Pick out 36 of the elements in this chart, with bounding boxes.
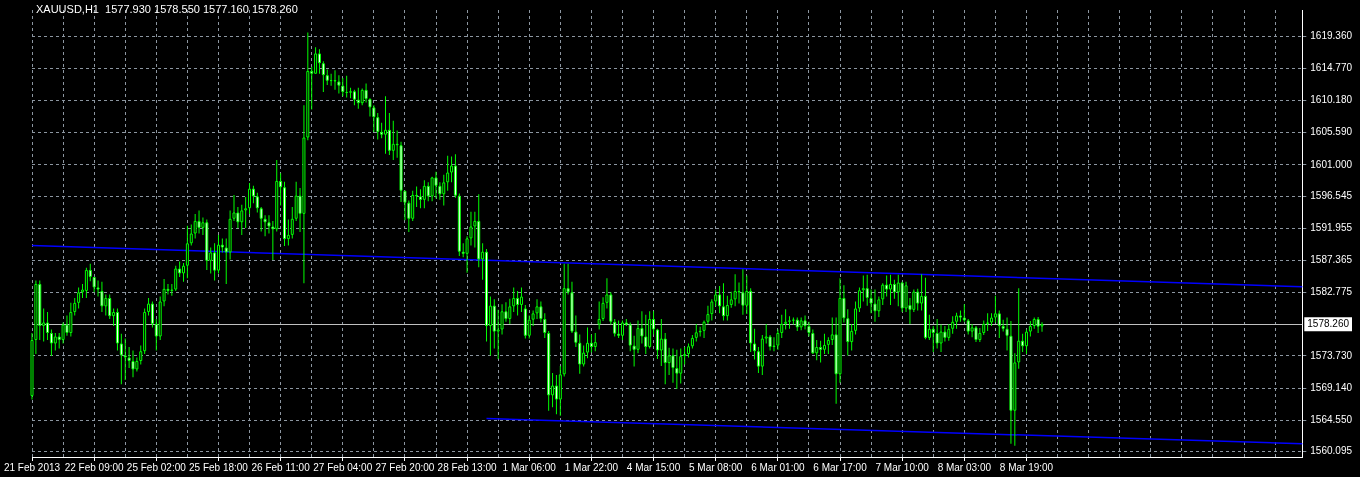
y-tick-label: 1610.180	[1310, 94, 1353, 106]
x-tick-label: 27 Feb 20:00	[375, 461, 435, 473]
y-tick-label: 1605.590	[1310, 126, 1353, 138]
y-tick-label: 1573.730	[1310, 349, 1353, 361]
x-tick-label: 7 Mar 10:00	[875, 461, 930, 473]
y-tick-label: 1587.365	[1310, 254, 1353, 266]
y-tick-label: 1614.770	[1310, 62, 1353, 74]
x-tick-label: 8 Mar 19:00	[999, 461, 1054, 473]
y-tick-label: 1569.140	[1310, 381, 1353, 393]
candlestick	[333, 70, 337, 90]
y-tick-label: 1591.955	[1310, 221, 1353, 233]
x-tick-label: 21 Feb 2013	[3, 461, 61, 473]
x-tick-label: 26 Feb 11:00	[251, 461, 311, 473]
x-tick-label: 6 Mar 17:00	[813, 461, 868, 473]
x-tick-label: 1 Mar 22:00	[564, 461, 619, 473]
x-tick-label: 27 Feb 04:00	[313, 461, 373, 473]
y-tick-label: 1582.775	[1310, 286, 1353, 298]
candlestick	[244, 197, 248, 228]
x-tick-label: 28 Feb 13:00	[437, 461, 497, 473]
y-tick-label: 1601.000	[1310, 158, 1353, 170]
y-tick-label: 1619.360	[1310, 29, 1353, 41]
chart-title: XAUUSD,H1 1577.930 1578.550 1577.160 1578.260	[36, 3, 298, 15]
x-tick-label: 25 Feb 18:00	[189, 461, 249, 473]
x-tick-label: 8 Mar 03:00	[937, 461, 992, 473]
y-tick-label: 1560.095	[1310, 445, 1353, 457]
x-tick-label: 25 Feb 02:00	[126, 461, 187, 473]
x-tick-label: 4 Mar 15:00	[626, 461, 681, 473]
candlestick	[496, 309, 500, 359]
x-tick-label: 5 Mar 08:00	[689, 461, 743, 473]
ref-line-label: 1578.260	[1307, 317, 1350, 329]
x-tick-label: 6 Mar 01:00	[751, 461, 805, 473]
y-tick-label: 1564.550	[1310, 413, 1353, 425]
x-tick-label: 1 Mar 06:00	[502, 461, 557, 473]
x-tick-label: 22 Feb 09:00	[64, 461, 125, 473]
candlestick	[123, 338, 127, 380]
y-tick-label: 1596.545	[1310, 189, 1353, 201]
